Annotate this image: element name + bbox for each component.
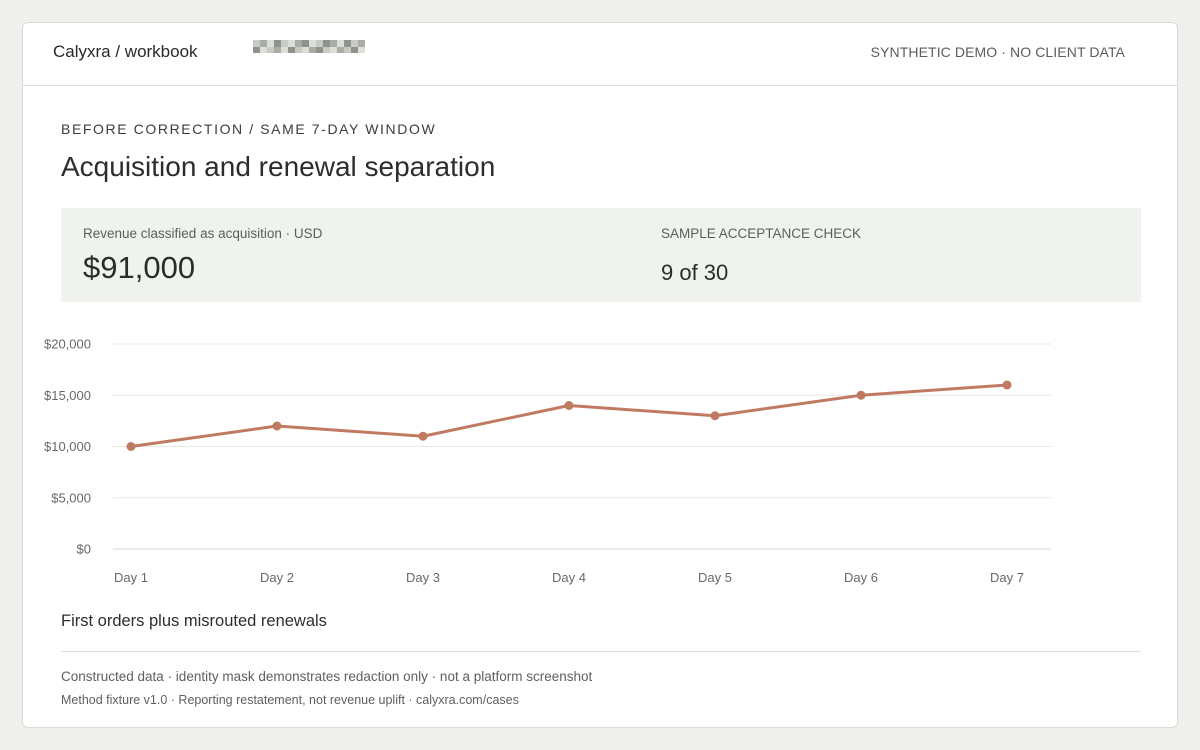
mask-cell: [309, 40, 316, 47]
chart-caption: First orders plus misrouted renewals: [61, 612, 327, 630]
mask-cell: [358, 46, 365, 53]
mask-cell: [267, 46, 274, 53]
mask-cell: [295, 46, 302, 53]
top-bar: Calyxra / workbook SYNTHETIC DEMO · NO C…: [23, 23, 1177, 86]
data-point: [126, 442, 136, 451]
y-tick-label: $5,000: [51, 490, 91, 505]
series-line: [129, 383, 1009, 448]
data-point: [856, 390, 866, 400]
demo-tag: SYNTHETIC DEMO · NO CLIENT DATA: [870, 44, 1125, 60]
brand-breadcrumb[interactable]: Calyxra / workbook: [53, 42, 198, 61]
footer-note-2: Method fixture v1.0 · Reporting restatem…: [61, 693, 519, 707]
mask-cell: [323, 46, 330, 53]
section-eyebrow: BEFORE CORRECTION / SAME 7-DAY WINDOW: [61, 121, 437, 137]
x-tick-label: Day 2: [260, 570, 294, 585]
mask-cell: [330, 40, 337, 47]
mask-cell: [288, 40, 295, 47]
mask-cell: [358, 40, 365, 47]
mask-cell: [295, 40, 302, 47]
mask-cell: [260, 40, 267, 47]
data-point: [710, 411, 720, 421]
revenue-label: Revenue classified as acquisition · USD: [83, 226, 323, 241]
mask-cell: [344, 46, 351, 53]
chart-svg: $0 $5,000 $10,000 $15,000 $20,000 Day 1 Day 2 D…: [44, 337, 1051, 585]
mask-cell: [288, 46, 295, 53]
mask-cell: [337, 46, 344, 53]
mask-cell: [316, 40, 323, 47]
mask-cell: [330, 46, 337, 53]
data-point: [564, 401, 574, 410]
mask-cell: [274, 46, 281, 53]
mask-cell: [253, 46, 260, 53]
x-tick-label: Day 3: [406, 570, 440, 585]
x-tick-label: Day 7: [990, 570, 1024, 585]
mask-cell: [281, 40, 288, 47]
mask-cell: [274, 40, 281, 47]
x-tick-label: Day 4: [552, 570, 586, 585]
revenue-value: $91,000: [83, 250, 196, 285]
data-point: [418, 431, 428, 441]
identity-mask: [253, 40, 365, 53]
x-tick-label: Day 1: [114, 570, 148, 585]
x-tick-label: Day 5: [698, 570, 732, 585]
y-tick-label: $20,000: [44, 337, 91, 352]
x-tick-label: Day 6: [844, 570, 878, 585]
line-chart: $0 $5,000 $10,000 $15,000 $20,000 Day 1 Day 2 D…: [23, 323, 1177, 603]
mask-cell: [309, 46, 316, 53]
mask-cell: [323, 40, 330, 47]
mask-cell: [281, 46, 288, 53]
mask-cell: [267, 40, 274, 47]
mask-cell: [316, 46, 323, 53]
mask-cell: [260, 46, 267, 53]
mask-cell: [302, 46, 309, 53]
data-point: [272, 421, 282, 431]
workbook-card: Calyxra / workbook SYNTHETIC DEMO · NO C…: [22, 22, 1178, 728]
y-tick-label: $10,000: [44, 439, 91, 454]
mask-cell: [253, 40, 260, 47]
y-tick-label: $0: [77, 542, 91, 557]
acceptance-value: 9 of 30: [661, 260, 729, 285]
mask-cell: [344, 40, 351, 47]
mask-cell: [337, 40, 344, 47]
metrics-panel: Revenue classified as acquisition · USD …: [61, 208, 1141, 302]
data-point: [1002, 380, 1012, 390]
mask-cell: [302, 40, 309, 47]
footer-divider: [61, 651, 1141, 652]
mask-cell: [351, 40, 358, 47]
y-tick-label: $15,000: [44, 388, 91, 403]
acceptance-label: SAMPLE ACCEPTANCE CHECK: [661, 226, 862, 241]
footer-note-1: Constructed data · identity mask demonst…: [61, 669, 593, 684]
page-title: Acquisition and renewal separation: [61, 151, 496, 182]
mask-cell: [351, 46, 358, 53]
